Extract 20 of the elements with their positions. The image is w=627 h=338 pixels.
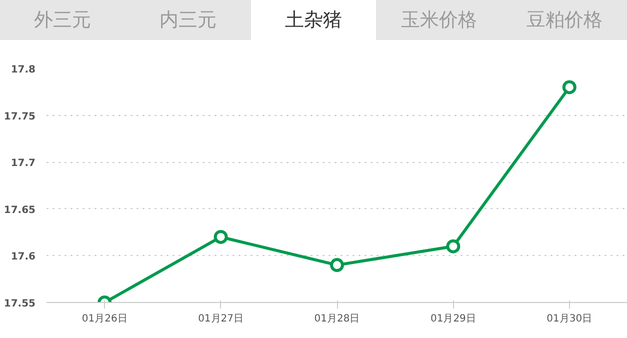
y-tick-label: 17.75 xyxy=(4,111,36,122)
point xyxy=(214,230,228,244)
y-tick-label: 17.65 xyxy=(4,204,36,216)
x-tick-label: 01月27日 xyxy=(198,314,244,324)
y-tick-label: 17.8 xyxy=(10,64,36,76)
x-tick-label: 01月30日 xyxy=(546,314,592,324)
y-tick-label: 17.6 xyxy=(10,252,36,263)
text: 土杂猪 xyxy=(250,0,376,40)
x-tick-label: 01月28日 xyxy=(314,314,360,324)
y-tick-label: 17.55 xyxy=(4,298,36,310)
point xyxy=(446,239,460,254)
text: 内三元 xyxy=(125,0,251,40)
x-tick-label: 01月26日 xyxy=(82,314,128,324)
text: 玉米价格 xyxy=(376,0,502,40)
y-tick-label: 17.7 xyxy=(10,158,36,170)
text: 外三元 xyxy=(0,0,126,40)
point xyxy=(330,258,344,272)
text: 豆粕价格 xyxy=(502,0,627,40)
point xyxy=(562,80,576,94)
x-tick-label: 01月29日 xyxy=(430,314,476,324)
